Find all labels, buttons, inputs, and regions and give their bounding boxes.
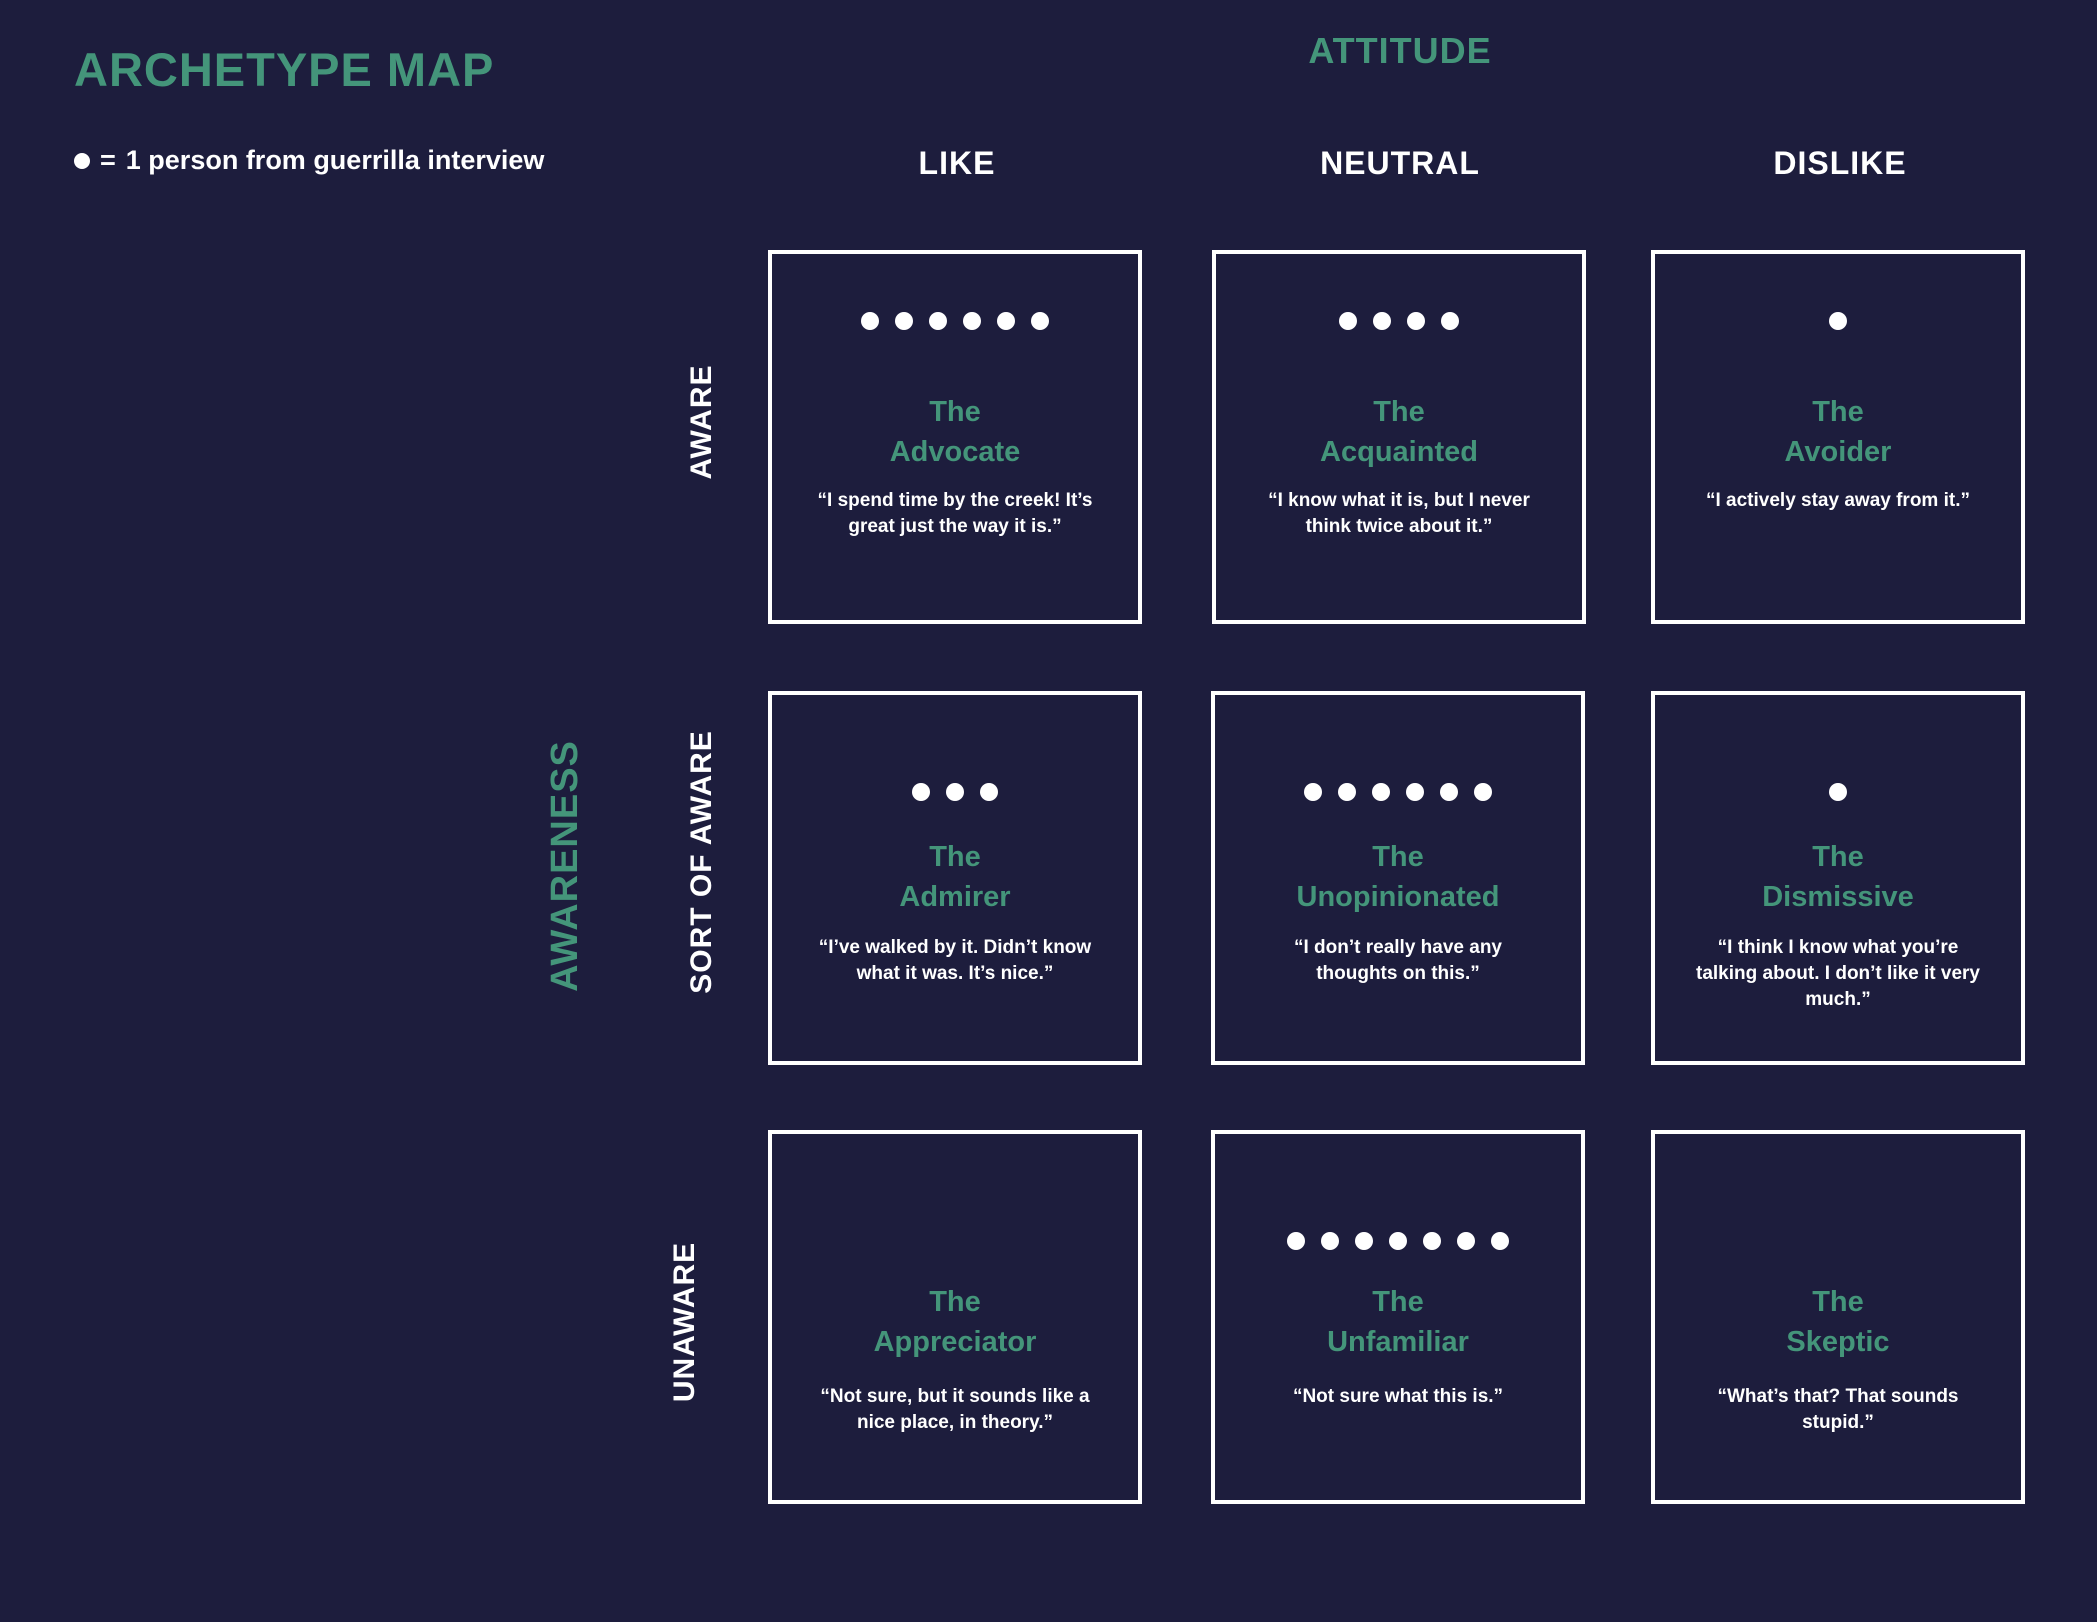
person-dot-icon bbox=[1304, 783, 1322, 801]
archetype-quote: “I don’t really have any thoughts on thi… bbox=[1293, 937, 1503, 984]
archetype-cell-avoider: The Avoider “I actively stay away from i… bbox=[1651, 250, 2025, 624]
person-dots bbox=[1655, 1232, 2021, 1252]
person-dot-icon bbox=[929, 312, 947, 330]
archetype-the: The bbox=[1373, 396, 1425, 428]
archetype-name: Advocate bbox=[889, 436, 1021, 468]
archetype-quote: “I know what it is, but I never think tw… bbox=[1268, 490, 1530, 537]
archetype-cell-appreciator: The Appreciator “Not sure, but it sounds… bbox=[768, 1130, 1142, 1504]
person-dot-icon bbox=[1031, 312, 1049, 330]
person-dot-icon bbox=[1373, 312, 1391, 330]
archetype-the: The bbox=[929, 1286, 981, 1318]
archetype-quote: “I actively stay away from it.” bbox=[1705, 490, 1970, 511]
column-label-neutral: NEUTRAL bbox=[1320, 145, 1480, 181]
archetype-name: Admirer bbox=[899, 881, 1011, 913]
archetype-cell-skeptic: The Skeptic “What’s that? That sounds st… bbox=[1651, 1130, 2025, 1504]
person-dots bbox=[772, 1232, 1138, 1252]
person-dot-icon bbox=[980, 783, 998, 801]
archetype-name: Unopinionated bbox=[1296, 881, 1500, 913]
page-title: ARCHETYPE MAP bbox=[74, 43, 495, 96]
person-dots bbox=[1215, 783, 1581, 803]
archetype-quote: “What’s that? That sounds stupid.” bbox=[1717, 1386, 1959, 1433]
row-label-unaware: UNAWARE bbox=[668, 1241, 701, 1403]
person-dot-icon bbox=[861, 312, 879, 330]
person-dot-icon bbox=[1287, 1232, 1305, 1250]
archetype-quote: “I’ve walked by it. Didn’t know what it … bbox=[818, 937, 1092, 984]
person-dots bbox=[772, 783, 1138, 803]
legend-equals: = bbox=[100, 145, 116, 175]
person-dot-icon bbox=[1829, 312, 1847, 330]
person-dot-icon bbox=[1474, 783, 1492, 801]
person-dot-icon bbox=[74, 152, 90, 169]
person-dot-icon bbox=[1441, 312, 1459, 330]
person-dots bbox=[772, 312, 1138, 332]
archetype-the: The bbox=[1812, 841, 1864, 873]
legend-text: 1 person from guerrilla interview bbox=[125, 145, 545, 175]
archetype-cell-unopinionated: The Unopinionated “I don’t really have a… bbox=[1211, 691, 1585, 1065]
archetype-the: The bbox=[929, 841, 981, 873]
awareness-axis-title: AWARENESS bbox=[544, 740, 586, 992]
archetype-cell-dismissive: The Dismissive “I think I know what you’… bbox=[1651, 691, 2025, 1065]
person-dot-icon bbox=[1372, 783, 1390, 801]
archetype-name: Unfamiliar bbox=[1327, 1326, 1469, 1358]
archetype-the: The bbox=[1812, 396, 1864, 428]
archetype-the: The bbox=[1372, 1286, 1424, 1318]
archetype-name: Avoider bbox=[1784, 436, 1892, 468]
archetype-name: Dismissive bbox=[1762, 881, 1914, 913]
person-dot-icon bbox=[1829, 783, 1847, 801]
person-dot-icon bbox=[1338, 783, 1356, 801]
archetype-quote: “I think I know what you’re talking abou… bbox=[1696, 937, 1980, 1010]
legend: = 1 person from guerrilla interview bbox=[74, 145, 544, 176]
person-dot-icon bbox=[997, 312, 1015, 330]
archetype-quote: “I spend time by the creek! It’s great j… bbox=[817, 490, 1093, 537]
person-dot-icon bbox=[946, 783, 964, 801]
person-dot-icon bbox=[1491, 1232, 1509, 1250]
archetype-name: Skeptic bbox=[1786, 1326, 1890, 1358]
archetype-quote: “Not sure, but it sounds like a nice pla… bbox=[820, 1386, 1090, 1433]
person-dot-icon bbox=[1457, 1232, 1475, 1250]
archetype-cell-admirer: The Admirer “I’ve walked by it. Didn’t k… bbox=[768, 691, 1142, 1065]
person-dot-icon bbox=[1423, 1232, 1441, 1250]
archetype-cell-acquainted: The Acquainted “I know what it is, but I… bbox=[1212, 250, 1586, 624]
person-dot-icon bbox=[1406, 783, 1424, 801]
person-dots bbox=[1216, 312, 1582, 332]
archetype-name: Appreciator bbox=[873, 1326, 1037, 1358]
column-label-like: LIKE bbox=[918, 145, 996, 181]
archetype-name: Acquainted bbox=[1320, 436, 1478, 468]
person-dot-icon bbox=[912, 783, 930, 801]
person-dot-icon bbox=[1355, 1232, 1373, 1250]
person-dots bbox=[1655, 312, 2021, 332]
person-dots bbox=[1655, 783, 2021, 803]
person-dot-icon bbox=[963, 312, 981, 330]
archetype-the: The bbox=[1812, 1286, 1864, 1318]
person-dot-icon bbox=[1339, 312, 1357, 330]
attitude-axis-title: ATTITUDE bbox=[1308, 30, 1492, 71]
person-dot-icon bbox=[1321, 1232, 1339, 1250]
person-dot-icon bbox=[1407, 312, 1425, 330]
archetype-cell-unfamiliar: The Unfamiliar “Not sure what this is.” bbox=[1211, 1130, 1585, 1504]
archetype-quote: “Not sure what this is.” bbox=[1292, 1386, 1504, 1407]
person-dots bbox=[1215, 1232, 1581, 1252]
person-dot-icon bbox=[895, 312, 913, 330]
archetype-the: The bbox=[1372, 841, 1424, 873]
person-dot-icon bbox=[1389, 1232, 1407, 1250]
archetype-cell-advocate: The Advocate “I spend time by the creek!… bbox=[768, 250, 1142, 624]
column-label-dislike: DISLIKE bbox=[1773, 145, 1907, 181]
person-dot-icon bbox=[1440, 783, 1458, 801]
archetype-the: The bbox=[929, 396, 981, 428]
